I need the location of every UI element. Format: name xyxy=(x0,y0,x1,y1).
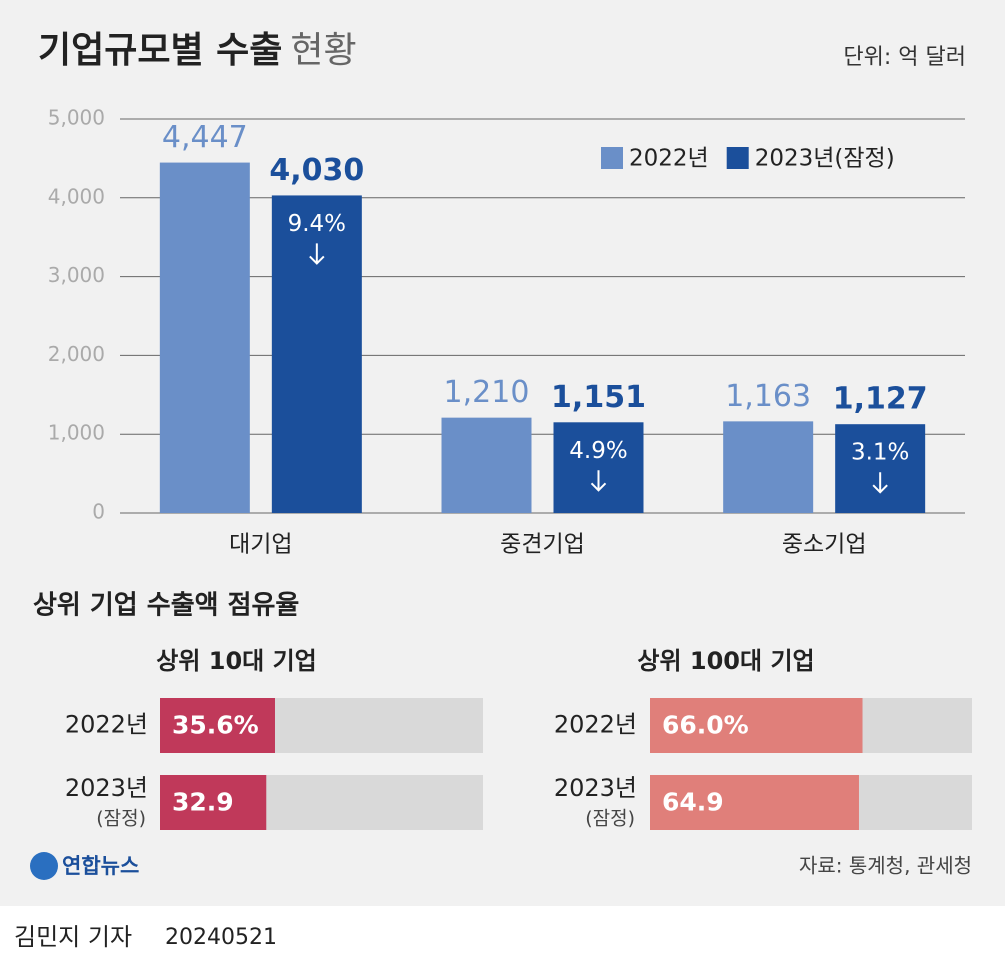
legend-swatch xyxy=(726,147,749,169)
value-label: 1,163 xyxy=(725,379,811,414)
title: 기업규모별 수출 현황 xyxy=(38,30,357,71)
logo-mark xyxy=(30,852,58,880)
category-label: 2022년 xyxy=(554,711,637,739)
date: 20240521 xyxy=(165,925,277,950)
category-label: 2023년 xyxy=(65,774,148,802)
down-arrow xyxy=(590,470,607,492)
value-label: 1,210 xyxy=(444,375,530,410)
y-tick-label: 4,000 xyxy=(48,184,105,208)
bar xyxy=(553,422,644,513)
x-tick-label: 대기업 xyxy=(229,532,292,558)
bar xyxy=(159,162,250,513)
bar xyxy=(650,775,859,830)
title-main: 기업규모별 수출 xyxy=(38,30,282,71)
value-label: 4,030 xyxy=(269,153,364,188)
down-arrow xyxy=(309,243,325,265)
y-tick-label: 2,000 xyxy=(48,342,105,366)
change-label: 4.9% xyxy=(569,438,627,464)
value-label: 32.9 xyxy=(172,788,234,817)
y-tick-label: 5,000 xyxy=(48,106,105,130)
bar xyxy=(723,421,814,513)
bar xyxy=(271,195,362,513)
value-label: 4,447 xyxy=(162,120,248,155)
y-tick-label: 1,000 xyxy=(48,421,105,445)
legend-label: 2022년 xyxy=(629,146,709,172)
value-label: 64.9 xyxy=(662,788,724,817)
value-label: 35.6% xyxy=(172,711,259,740)
bar xyxy=(160,775,267,830)
source: 자료: 통계청, 관세청 xyxy=(799,854,972,878)
legend-label: 2023년(잠정) xyxy=(755,146,895,172)
down-arrow xyxy=(872,472,888,494)
category-note: (잠정) xyxy=(585,808,635,830)
x-tick-label: 중소기업 xyxy=(782,532,867,558)
change-label: 9.4% xyxy=(288,211,346,237)
logo: 연합뉴스 xyxy=(62,854,139,878)
y-tick-label: 3,000 xyxy=(48,263,105,287)
value-label: 1,127 xyxy=(833,382,928,417)
category-note: (잠정) xyxy=(96,808,146,830)
bar xyxy=(441,417,532,513)
bar xyxy=(650,698,863,753)
change-label: 3.1% xyxy=(851,440,909,466)
category-label: 2022년 xyxy=(65,711,148,739)
y-tick-label: 0 xyxy=(92,500,105,524)
unit: 단위: 억 달러 xyxy=(843,45,966,70)
bar xyxy=(835,424,926,513)
x-tick-label: 중견기업 xyxy=(500,532,585,558)
category-label: 2023년 xyxy=(554,774,637,802)
subtitle: 상위 100대 기업 xyxy=(637,647,814,675)
subtitle: 상위 10대 기업 xyxy=(156,647,317,675)
legend-swatch xyxy=(601,147,623,169)
value-label: 66.0% xyxy=(662,711,749,740)
title-suffix: 현황 xyxy=(290,30,356,71)
byline: 김민지 기자 xyxy=(14,923,132,951)
bar xyxy=(160,698,275,753)
value-label: 1,151 xyxy=(551,380,646,415)
section-title: 상위 기업 수출액 점유율 xyxy=(33,591,299,621)
